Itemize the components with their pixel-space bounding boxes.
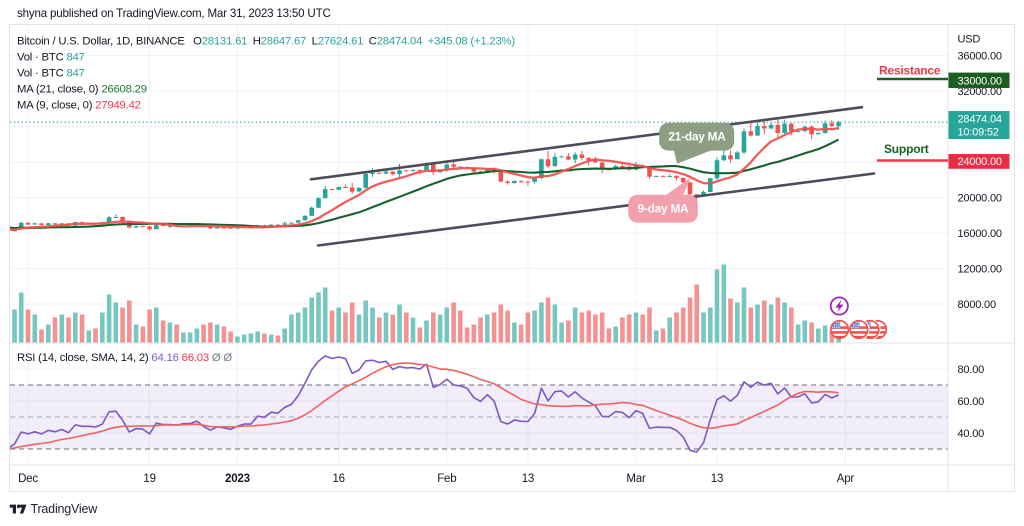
svg-text:24000.00: 24000.00 <box>958 156 1002 168</box>
svg-text:Apr: Apr <box>837 473 855 485</box>
svg-text:40.00: 40.00 <box>958 428 985 440</box>
svg-text:RSI (14, close, SMA, 14, 2) 6: RSI (14, close, SMA, 14, 2) 64.16 66.03 … <box>17 352 232 364</box>
svg-text:MA (21, close, 0) 26608.29: MA (21, close, 0) 26608.29 <box>17 84 147 96</box>
svg-text:36000.00: 36000.00 <box>958 50 1002 62</box>
svg-text:Vol · BTC 847: Vol · BTC 847 <box>17 68 85 80</box>
svg-text:Vol · BTC 847: Vol · BTC 847 <box>17 52 85 64</box>
svg-text:21-day MA: 21-day MA <box>668 130 726 144</box>
svg-text:32000.00: 32000.00 <box>958 86 1002 98</box>
svg-text:12000.00: 12000.00 <box>958 264 1002 276</box>
svg-text:USD: USD <box>958 33 981 45</box>
svg-text:28474.04: 28474.04 <box>958 114 1002 126</box>
svg-text:2023: 2023 <box>225 473 250 485</box>
svg-text:Feb: Feb <box>437 473 456 485</box>
svg-text:Support: Support <box>884 142 929 156</box>
svg-text:16000.00: 16000.00 <box>958 228 1002 240</box>
svg-text:16: 16 <box>332 473 344 485</box>
svg-text:60.00: 60.00 <box>958 396 985 408</box>
svg-text:19: 19 <box>143 473 155 485</box>
svg-text:Resistance: Resistance <box>879 64 941 78</box>
svg-text:13: 13 <box>711 473 723 485</box>
svg-text:9-day MA: 9-day MA <box>638 202 690 216</box>
svg-text:Dec: Dec <box>18 473 38 485</box>
svg-text:20000.00: 20000.00 <box>958 193 1002 205</box>
svg-text:shyna published on TradingView: shyna published on TradingView.com, Mar … <box>17 7 331 20</box>
svg-text:13: 13 <box>522 473 534 485</box>
svg-text:8000.00: 8000.00 <box>958 299 996 311</box>
svg-text:Bitcoin / U.S. Dollar, 1D, BIN: Bitcoin / U.S. Dollar, 1D, BINANCE O2813… <box>17 36 515 48</box>
svg-text:33000.00: 33000.00 <box>958 76 1002 88</box>
svg-text:80.00: 80.00 <box>958 364 985 376</box>
svg-text:10:09:52: 10:09:52 <box>958 127 999 139</box>
svg-text:MA (9, close, 0) 27949.42: MA (9, close, 0) 27949.42 <box>17 100 141 112</box>
svg-text:TradingView: TradingView <box>31 502 99 516</box>
svg-text:Mar: Mar <box>626 473 646 485</box>
